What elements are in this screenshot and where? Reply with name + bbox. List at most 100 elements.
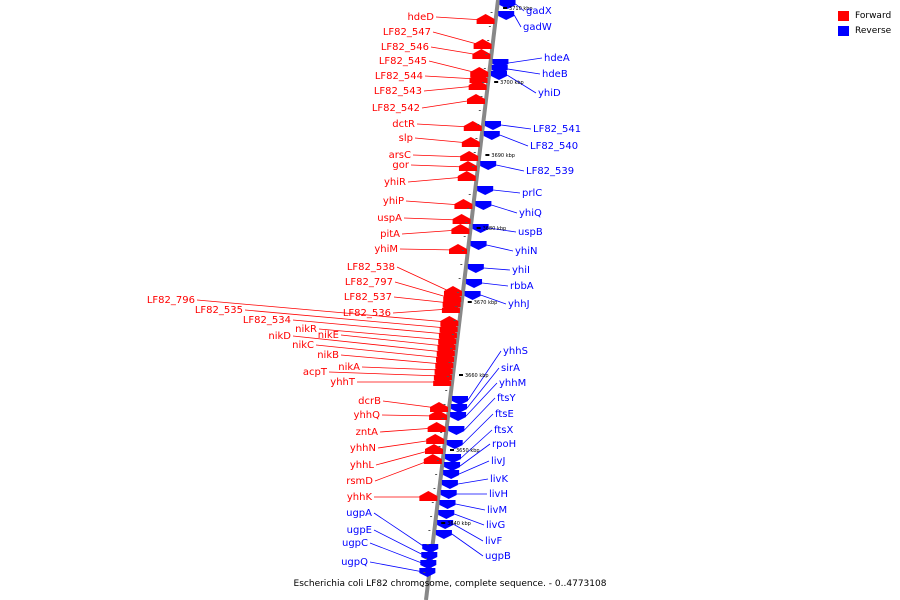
gene-glyph-forward[interactable] xyxy=(473,39,492,49)
gene-label-forward[interactable]: nikB xyxy=(317,350,339,361)
gene-glyph-forward[interactable] xyxy=(461,137,480,147)
gene-glyph-forward[interactable] xyxy=(469,73,488,83)
gene-glyph-reverse[interactable] xyxy=(480,161,497,170)
legend-forward[interactable]: Forward xyxy=(838,8,891,23)
gene-label-forward[interactable]: arsC xyxy=(389,150,411,161)
gene-label-reverse[interactable]: ftsX xyxy=(494,425,513,436)
gene-label-reverse[interactable]: ugpA xyxy=(346,508,372,519)
gene-glyph-forward[interactable] xyxy=(438,334,457,344)
gene-label-reverse[interactable]: yhiI xyxy=(512,265,530,276)
gene-label-forward[interactable]: nikA xyxy=(338,362,360,373)
gene-glyph-reverse[interactable] xyxy=(441,480,458,489)
gene-label-reverse[interactable]: LF82_539 xyxy=(526,166,574,177)
gene-label-reverse[interactable]: hdeA xyxy=(544,53,570,64)
gene-glyph-forward[interactable] xyxy=(430,402,449,412)
gene-label-reverse[interactable]: ugpC xyxy=(342,538,368,549)
gene-glyph-reverse[interactable] xyxy=(451,404,468,413)
gene-label-forward[interactable]: LF82_547 xyxy=(383,27,431,38)
gene-label-forward[interactable]: LF82_546 xyxy=(381,42,429,53)
gene-glyph-forward[interactable] xyxy=(451,224,470,234)
gene-glyph-forward[interactable] xyxy=(463,121,482,131)
gene-glyph-forward[interactable] xyxy=(454,199,473,209)
gene-label-forward[interactable]: nikE xyxy=(318,330,339,341)
gene-glyph-forward[interactable] xyxy=(472,49,491,59)
gene-label-forward[interactable]: yhhK xyxy=(347,492,373,503)
gene-glyph-reverse[interactable] xyxy=(448,426,465,435)
gene-glyph-reverse[interactable] xyxy=(475,201,492,210)
gene-label-reverse[interactable]: livM xyxy=(487,505,507,516)
gene-label-reverse[interactable]: ftsY xyxy=(497,393,516,404)
gene-glyph-forward[interactable] xyxy=(449,244,467,254)
gene-glyph-reverse[interactable] xyxy=(446,440,463,449)
legend-reverse[interactable]: Reverse xyxy=(838,23,891,38)
gene-glyph-forward[interactable] xyxy=(439,322,458,332)
gene-label-forward[interactable]: LF82_538 xyxy=(347,262,395,273)
gene-label-reverse[interactable]: rpoH xyxy=(492,439,516,450)
gene-label-reverse[interactable]: yhhS xyxy=(503,346,528,357)
gene-glyph-forward[interactable] xyxy=(419,491,438,501)
gene-label-forward[interactable]: yhiM xyxy=(374,244,398,255)
gene-label-reverse[interactable]: livK xyxy=(490,474,508,485)
gene-glyph-reverse[interactable] xyxy=(464,291,481,300)
gene-label-reverse[interactable]: sirA xyxy=(501,363,520,374)
gene-label-reverse[interactable]: yhiQ xyxy=(519,208,542,219)
gene-label-reverse[interactable]: hdeB xyxy=(542,69,568,80)
gene-label-reverse[interactable]: livG xyxy=(486,520,505,531)
gene-glyph-reverse[interactable] xyxy=(421,552,438,561)
gene-label-reverse[interactable]: uspB xyxy=(518,227,543,238)
gene-label-forward[interactable]: hdeD xyxy=(407,12,434,23)
gene-label-reverse[interactable]: livH xyxy=(489,489,508,500)
gene-label-forward[interactable]: yhhN xyxy=(350,443,376,454)
gene-glyph-forward[interactable] xyxy=(460,151,479,161)
gene-label-forward[interactable]: LF82_537 xyxy=(344,292,392,303)
gene-glyph-forward[interactable] xyxy=(467,94,485,104)
gene-label-forward[interactable]: nikD xyxy=(268,331,291,342)
gene-label-reverse[interactable]: yhhJ xyxy=(508,299,530,310)
gene-glyph-forward[interactable] xyxy=(443,286,462,296)
gene-label-forward[interactable]: yhhL xyxy=(350,460,375,471)
gene-glyph-forward[interactable] xyxy=(442,297,461,307)
gene-glyph-forward[interactable] xyxy=(437,340,456,350)
gene-label-reverse[interactable]: ugpE xyxy=(347,525,372,536)
gene-glyph-reverse[interactable] xyxy=(445,454,462,463)
gene-label-forward[interactable]: LF82_536 xyxy=(343,308,391,319)
gene-glyph-reverse[interactable] xyxy=(499,0,516,9)
gene-glyph-forward[interactable] xyxy=(458,161,477,171)
gene-glyph-forward[interactable] xyxy=(426,434,445,444)
gene-label-forward[interactable]: LF82_545 xyxy=(379,56,427,67)
gene-glyph-reverse[interactable] xyxy=(466,279,483,288)
gene-label-forward[interactable]: zntA xyxy=(356,427,379,438)
gene-label-forward[interactable]: gor xyxy=(392,160,409,171)
gene-glyph-forward[interactable] xyxy=(470,67,489,77)
gene-glyph-reverse[interactable] xyxy=(498,11,515,20)
gene-glyph-reverse[interactable] xyxy=(439,500,456,509)
gene-label-forward[interactable]: LF82_535 xyxy=(195,305,243,316)
gene-label-reverse[interactable]: gadX xyxy=(526,6,552,17)
gene-glyph-forward[interactable] xyxy=(476,14,495,24)
gene-label-forward[interactable]: yhiR xyxy=(384,177,406,188)
gene-glyph-forward[interactable] xyxy=(429,410,448,420)
gene-label-forward[interactable]: uspA xyxy=(377,213,402,224)
gene-label-forward[interactable]: rsmD xyxy=(346,476,373,487)
gene-label-reverse[interactable]: ugpQ xyxy=(341,557,368,568)
gene-label-reverse[interactable]: yhiD xyxy=(538,88,561,99)
gene-label-forward[interactable]: LF82_797 xyxy=(345,277,393,288)
gene-label-reverse[interactable]: rbbA xyxy=(510,281,534,292)
gene-glyph-forward[interactable] xyxy=(427,422,446,432)
gene-label-forward[interactable]: pitA xyxy=(380,229,400,240)
gene-label-forward[interactable]: LF82_544 xyxy=(375,71,423,82)
gene-glyph-forward[interactable] xyxy=(441,303,460,313)
gene-label-reverse[interactable]: ftsE xyxy=(495,409,514,420)
gene-label-reverse[interactable]: LF82_541 xyxy=(533,124,581,135)
gene-glyph-reverse[interactable] xyxy=(438,510,455,519)
gene-glyph-forward[interactable] xyxy=(438,328,457,338)
gene-glyph-reverse[interactable] xyxy=(443,470,460,479)
gene-label-forward[interactable]: yhhQ xyxy=(354,410,381,421)
gene-glyph-reverse[interactable] xyxy=(422,544,439,553)
gene-label-forward[interactable]: nikC xyxy=(292,340,314,351)
gene-glyph-reverse[interactable] xyxy=(470,241,487,250)
gene-label-reverse[interactable]: livF xyxy=(485,536,502,547)
gene-glyph-reverse[interactable] xyxy=(440,490,457,499)
gene-label-reverse[interactable]: LF82_540 xyxy=(530,141,578,152)
gene-glyph-forward[interactable] xyxy=(452,214,471,224)
